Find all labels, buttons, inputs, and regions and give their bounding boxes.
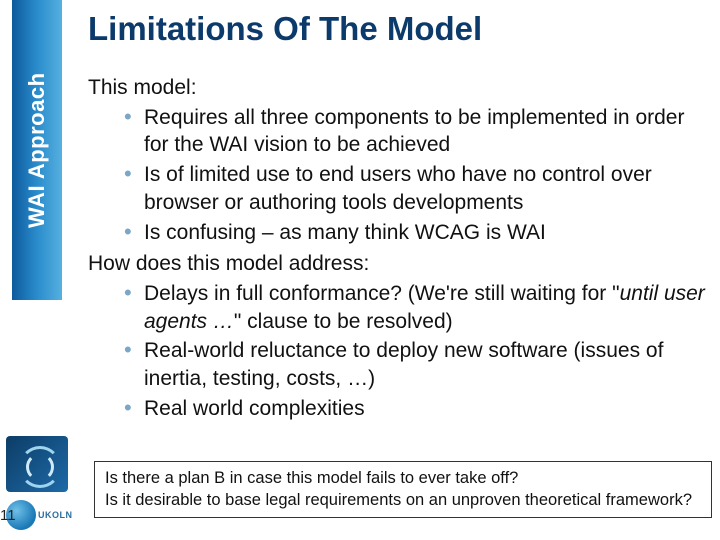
bullet-item: Real world complexities bbox=[124, 395, 712, 423]
slide: WAI Approach UKOLN 11 Limitations Of The… bbox=[0, 0, 720, 540]
bullet-item: Delays in full conformance? (We're still… bbox=[124, 280, 712, 335]
lead-text-1: This model: bbox=[88, 74, 712, 102]
page-number: 11 bbox=[0, 507, 16, 524]
bullet-item: Is of limited use to end users who have … bbox=[124, 161, 712, 216]
bullet-item: Real-world reluctance to deploy new soft… bbox=[124, 337, 712, 392]
bullet-text-pre: Real-world reluctance to deploy new soft… bbox=[144, 339, 663, 390]
brand-badge: UKOLN bbox=[6, 496, 90, 534]
bullet-text-pre: Real world complexities bbox=[144, 397, 365, 420]
brand-name: UKOLN bbox=[38, 510, 73, 520]
rail-label: WAI Approach bbox=[12, 0, 62, 300]
bullet-item: Requires all three components to be impl… bbox=[124, 104, 712, 159]
footer-question-box: Is there a plan B in case this model fai… bbox=[94, 461, 712, 518]
bullet-item: Is confusing – as many think WCAG is WAI bbox=[124, 219, 712, 247]
bullet-text-post: " clause to be resolved) bbox=[234, 310, 453, 333]
swirl-icon bbox=[16, 443, 58, 485]
footer-question-2: Is it desirable to base legal requiremen… bbox=[105, 490, 701, 511]
slide-body: This model: Requires all three component… bbox=[88, 74, 712, 423]
bullet-list-2: Delays in full conformance? (We're still… bbox=[124, 280, 712, 423]
logo-box bbox=[6, 436, 68, 492]
content-area: Limitations Of The Model This model: Req… bbox=[88, 10, 712, 427]
slide-title: Limitations Of The Model bbox=[88, 10, 712, 48]
bullet-list-1: Requires all three components to be impl… bbox=[124, 104, 712, 247]
bullet-text-pre: Delays in full conformance? (We're still… bbox=[144, 282, 620, 305]
left-rail: WAI Approach bbox=[0, 0, 62, 540]
footer-question-1: Is there a plan B in case this model fai… bbox=[105, 468, 701, 489]
lead-text-2: How does this model address: bbox=[88, 250, 712, 278]
